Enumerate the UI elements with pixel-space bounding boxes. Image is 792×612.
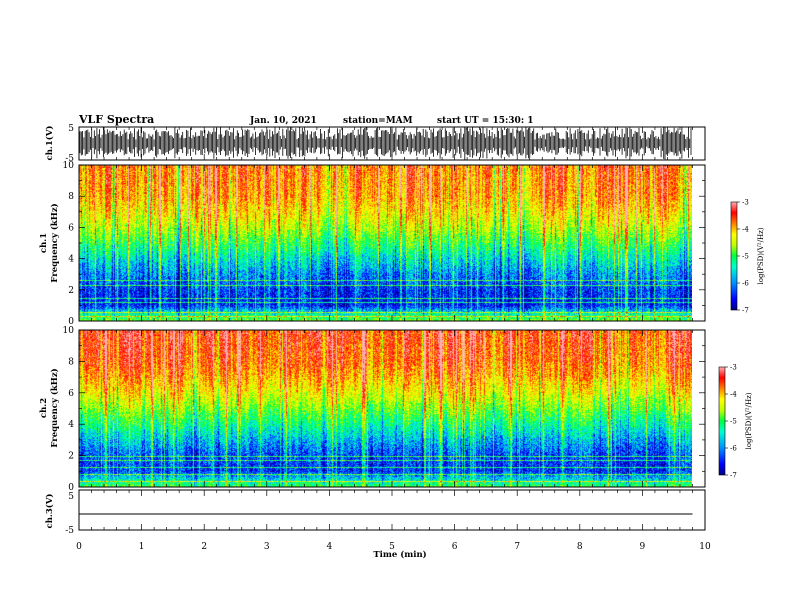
- x-tick-label: 5: [389, 542, 395, 552]
- x-axis-ticks: [78, 127, 706, 530]
- ch3-waveform-panel: 5 -5 ch.3(V): [44, 489, 706, 536]
- x-tick-label: 8: [577, 542, 583, 552]
- colorbar-tick-label: -7: [730, 472, 737, 480]
- y-tick-label: 10: [63, 161, 75, 171]
- y-tick-label: 2: [68, 452, 74, 462]
- x-tick-label: 4: [327, 542, 333, 552]
- y-tick-label: 6: [68, 223, 74, 233]
- ch1-ytick-top: 5: [68, 124, 74, 134]
- ch1-waveform-panel: 5 -5 ch.1(V): [44, 124, 706, 164]
- y-tick-label: 10: [63, 326, 75, 336]
- colorbar-ch2-scale: [718, 366, 726, 476]
- start-time-label: start UT = 15:30: 1: [437, 116, 534, 126]
- ch3-waveform-ylabel: ch.3(V): [44, 494, 55, 529]
- y-tick-label: 8: [68, 357, 74, 367]
- colorbar-tick-label: -5: [742, 253, 749, 261]
- ch1-waveform-trace: [79, 127, 692, 160]
- ch3-ytick-bottom: -5: [65, 526, 74, 536]
- y-tick-label: 6: [68, 389, 74, 399]
- x-tick-label: 1: [139, 542, 145, 552]
- x-tick-label: 2: [201, 542, 207, 552]
- colorbar-ch2: -3 -4 -5 -6 -7 log(PSD)(V²/Hz): [718, 364, 753, 480]
- ch1-waveform-line: [79, 127, 692, 160]
- ch2-spectrogram-ylabel: Frequency (kHz): [49, 368, 60, 447]
- colorbar-ch1-scale: [730, 201, 738, 311]
- colorbar-tick-label: -3: [742, 199, 749, 207]
- x-tick-label: 7: [514, 542, 520, 552]
- colorbar-tick-label: -3: [730, 364, 737, 372]
- ch1-ytick-bottom: -5: [65, 154, 74, 164]
- x-tick-label: 3: [264, 542, 270, 552]
- colorbar-ch2-label: log(PSD)(V²/Hz): [745, 392, 753, 449]
- date-label: Jan. 10, 2021: [249, 116, 317, 126]
- x-axis-label: Time (min): [373, 549, 426, 560]
- ch1-waveform-ylabel: ch.1(V): [44, 126, 55, 161]
- ch2-spectrogram-panel: 10 8 6 4 2 0 ch.2 Frequency (kHz): [39, 326, 706, 493]
- x-tick-label: 6: [452, 542, 458, 552]
- colorbar-tick-label: -5: [730, 418, 737, 426]
- x-tick-label: 9: [640, 542, 646, 552]
- ch1-spectrogram-channel-label: ch.1: [39, 233, 49, 253]
- ch3-ytick-top: 5: [68, 492, 74, 502]
- ch1-spectrogram-ylabel: Frequency (kHz): [49, 203, 60, 282]
- ch1-spectrogram-image: [79, 165, 692, 321]
- y-tick-label: 8: [68, 192, 74, 202]
- ch2-spectrogram-image: [79, 330, 692, 487]
- x-tick-label: 10: [699, 542, 711, 552]
- ch2-spectrogram-channel-label: ch.2: [39, 398, 49, 418]
- colorbar-tick-label: -4: [730, 391, 737, 399]
- figure-title: VLF Spectra: [78, 113, 154, 126]
- colorbar-tick-label: -6: [742, 280, 749, 288]
- colorbar-tick-label: -7: [742, 307, 749, 315]
- y-tick-label: 4: [68, 255, 74, 265]
- x-axis-tick-labels: 0 1 2 3 4 5 6 7 8 9 10: [76, 542, 711, 552]
- colorbar-ch1: -3 -4 -5 -6 -7 log(PSD)(V²/Hz): [730, 199, 765, 315]
- y-tick-label: 0: [68, 483, 74, 493]
- y-tick-label: 2: [68, 286, 74, 296]
- ch1-spectrogram-panel: 10 8 6 4 2 0 ch.1 Frequency (kHz): [39, 161, 706, 327]
- colorbar-tick-label: -6: [730, 445, 737, 453]
- y-tick-label: 0: [68, 317, 74, 327]
- colorbar-tick-label: -4: [742, 226, 749, 234]
- colorbar-ch1-label: log(PSD)(V²/Hz): [757, 227, 765, 284]
- x-tick-label: 0: [76, 542, 82, 552]
- y-tick-label: 4: [68, 420, 74, 430]
- station-label: station=MAM: [343, 116, 413, 126]
